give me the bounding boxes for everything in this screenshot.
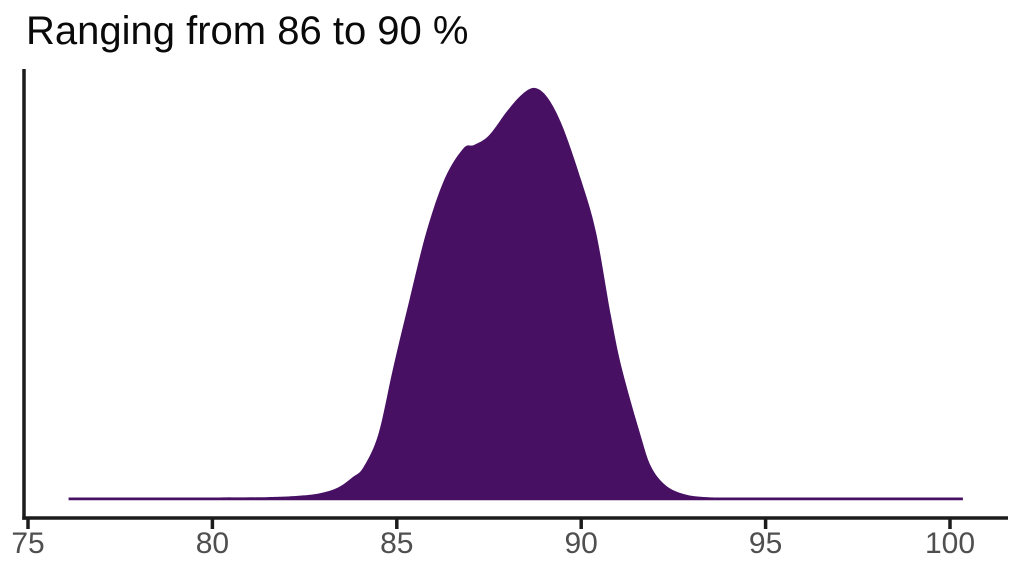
x-axis-ticks xyxy=(26,519,952,529)
x-axis-tick-label: 80 xyxy=(196,527,229,560)
x-axis-tick-label: 100 xyxy=(925,527,975,560)
x-axis-tick-label: 90 xyxy=(565,527,598,560)
chart-title: Ranging from 86 to 90 % xyxy=(26,9,469,53)
x-axis-tick-label: 75 xyxy=(11,527,44,560)
x-axis-tick-labels: 75 80 85 90 95 100 xyxy=(11,527,975,560)
x-axis-tick-label: 95 xyxy=(749,527,782,560)
density-area xyxy=(68,87,963,501)
x-axis-tick-label: 85 xyxy=(380,527,413,560)
